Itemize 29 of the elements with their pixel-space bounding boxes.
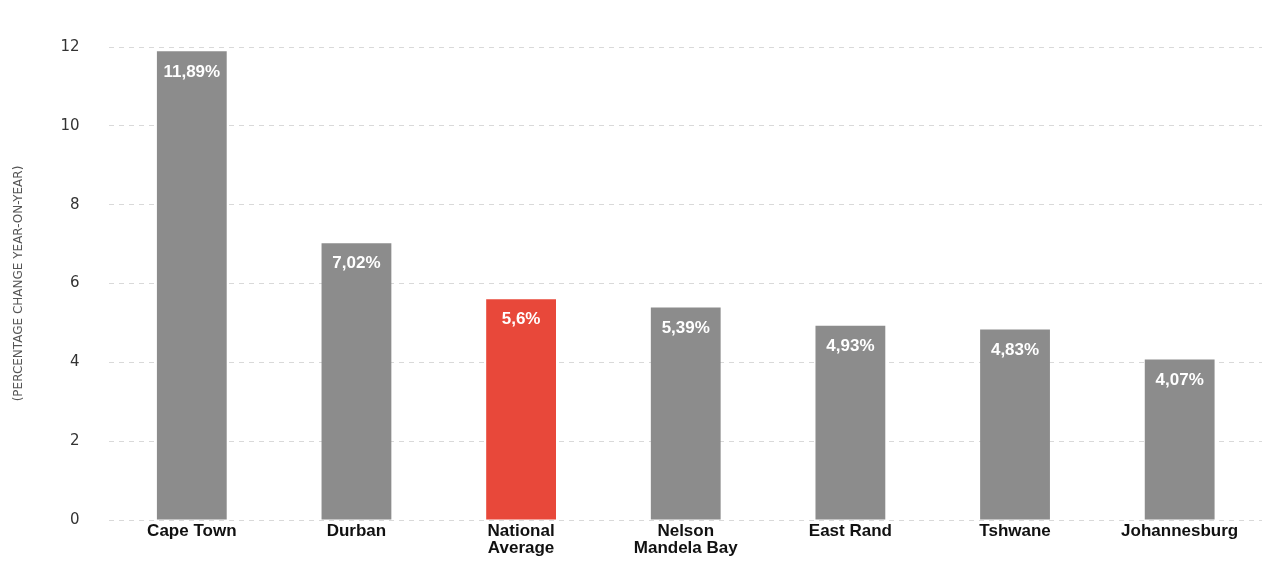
bar [156,51,227,520]
bar [486,299,556,520]
data-label: 4,07% [1155,369,1204,389]
y-axis-title: (PERCENTAGE CHANGE YEAR-ON-YEAR) [11,165,26,402]
x-tick-label: National Average [487,521,555,558]
bar [815,325,886,520]
bar [1144,359,1215,520]
bar [980,329,1050,520]
x-tick-label: Tshwane [979,521,1051,541]
data-label: 5,39% [661,317,710,337]
data-label: 5,6% [501,309,541,329]
x-tick-label: Cape Town [147,521,237,541]
data-label: 11,89% [163,61,221,81]
x-tick-label: East Rand [808,521,892,541]
y-tick-label: 6 [69,273,80,292]
y-tick-label: 12 [60,36,80,55]
data-label: 7,02% [332,253,381,273]
x-tick-label: Johannesburg [1121,521,1239,541]
y-tick-label: 2 [69,431,80,450]
bar [321,243,392,520]
y-tick-label: 10 [60,115,80,134]
y-tick-label: 8 [69,194,80,213]
data-label: 4,93% [826,335,875,355]
data-label: 4,83% [990,339,1040,359]
x-tick-label: Durban [326,521,387,541]
bar [650,307,721,520]
x-tick-label: Nelson Mandela Bay [633,521,739,558]
y-tick-label: 0 [69,509,80,528]
y-tick-label: 4 [69,352,80,371]
